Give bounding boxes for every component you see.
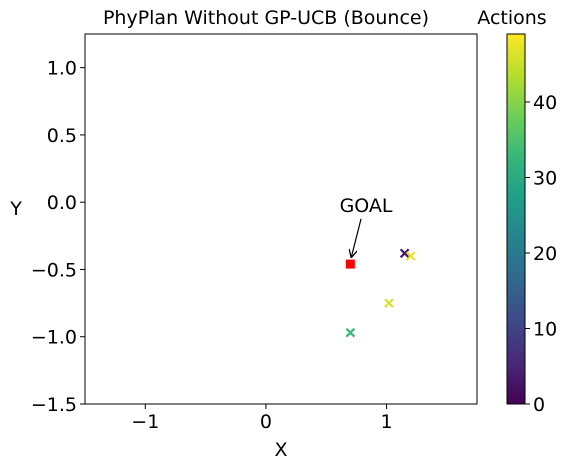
action-point <box>345 327 356 338</box>
action-marker-stroke <box>405 251 416 261</box>
goal-marker <box>345 259 355 269</box>
x-axis: −1 0 1 <box>131 404 393 433</box>
y-tick-label: −1.5 <box>31 394 77 416</box>
colorbar-gradient <box>506 33 526 405</box>
y-tick-label: −0.5 <box>31 259 77 281</box>
colorbar-tick-label: 30 <box>533 167 557 189</box>
action-point <box>405 251 416 261</box>
x-axis-label: X <box>274 439 287 461</box>
action-point <box>384 298 394 308</box>
colorbar-tick-label: 10 <box>533 318 557 340</box>
action-marker-stroke <box>345 327 356 338</box>
y-tick-label: −1.0 <box>31 327 77 349</box>
chart-title: PhyPlan Without GP-UCB (Bounce) <box>103 7 429 29</box>
colorbar-axis: 0 10 20 30 40 <box>525 92 557 416</box>
colorbar-tick-label: 20 <box>533 243 557 265</box>
colorbar-tick-label: 40 <box>533 92 557 114</box>
action-marker-stroke <box>384 298 394 308</box>
markers-layer <box>345 248 416 338</box>
y-axis: 1.0 0.5 0.0 −0.5 −1.0 −1.5 <box>31 58 85 416</box>
x-tick-label: −1 <box>131 411 159 433</box>
y-tick-label: 0.0 <box>47 192 77 214</box>
y-tick-label: 1.0 <box>47 58 77 80</box>
y-axis-label: Y <box>9 198 22 220</box>
goal-annotation-arrow <box>351 218 362 257</box>
colorbar-tick-label: 0 <box>533 394 545 416</box>
action-point <box>399 248 410 259</box>
x-tick-label: 1 <box>380 411 392 433</box>
colorbar: 0 10 20 30 40 Actions <box>477 7 557 416</box>
x-tick-label: 0 <box>260 411 272 433</box>
plot-frame <box>84 33 478 405</box>
goal-annotation-label: GOAL <box>340 195 393 217</box>
y-tick-label: 0.5 <box>47 125 77 147</box>
action-marker-stroke <box>399 248 410 259</box>
plot-area <box>84 33 478 405</box>
colorbar-title: Actions <box>477 7 546 29</box>
